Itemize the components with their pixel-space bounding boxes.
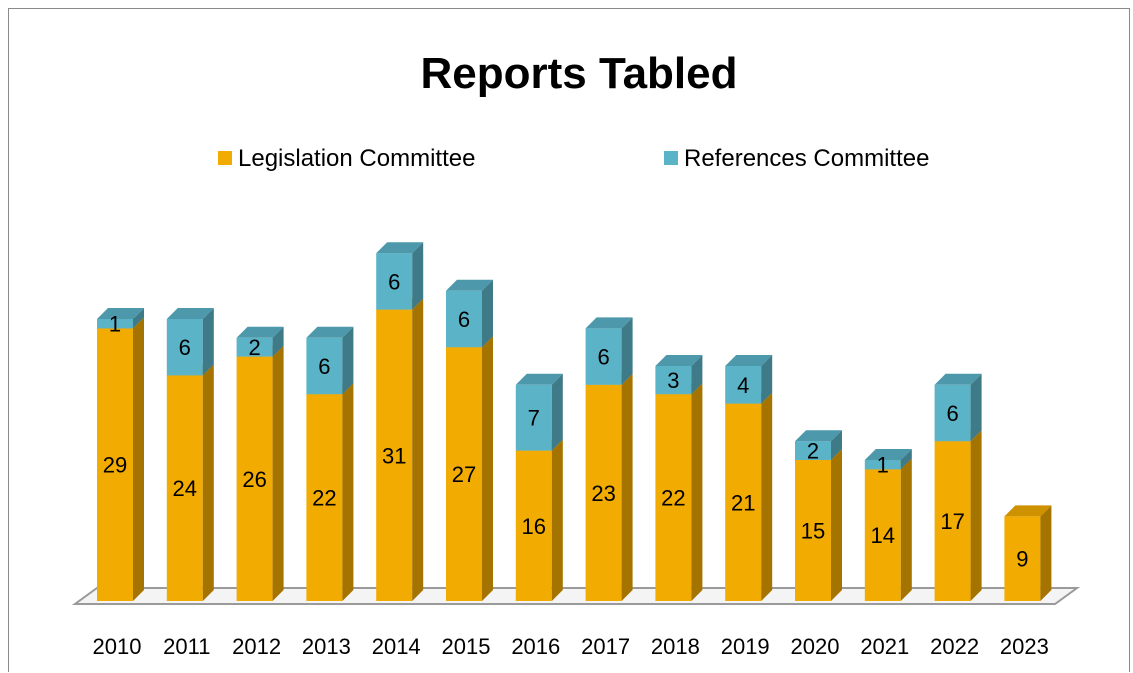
x-tick-label-2012: 2012 <box>232 634 281 659</box>
bar-references-2010 <box>97 308 144 329</box>
bar-references-2018 <box>655 355 703 395</box>
bar-references-2015 <box>446 279 493 348</box>
x-tick-label-2015: 2015 <box>442 634 491 659</box>
data-label-references-2015: 6 <box>458 307 470 332</box>
data-label-references-2020: 2 <box>807 439 819 464</box>
legend-label-references: References Committee <box>684 145 929 172</box>
bar-legislation-2023 <box>1004 505 1052 601</box>
data-label-references-2014: 6 <box>388 269 400 294</box>
data-label-references-2010: 1 <box>109 312 121 337</box>
data-label-legislation-2018: 22 <box>661 486 685 511</box>
bar-legislation-2014 <box>376 298 424 601</box>
bar-legislation-2017 <box>585 373 633 601</box>
data-label-legislation-2014: 31 <box>382 443 406 468</box>
x-tick-label-2017: 2017 <box>581 634 630 659</box>
bar-references-2014 <box>376 242 424 310</box>
x-tick-label-2018: 2018 <box>651 634 700 659</box>
data-label-references-2016: 7 <box>528 406 540 431</box>
data-label-legislation-2011: 24 <box>173 476 197 501</box>
data-label-references-2018: 3 <box>667 368 679 393</box>
bar-legislation-2019 <box>725 392 773 601</box>
bar-references-2022 <box>934 373 982 442</box>
bar-references-2021 <box>864 449 912 470</box>
bar-legislation-2010 <box>97 317 144 601</box>
bar-references-2020 <box>795 430 842 460</box>
x-tick-label-2021: 2021 <box>860 634 909 659</box>
data-label-legislation-2021: 14 <box>871 523 895 548</box>
x-tick-label-2016: 2016 <box>511 634 560 659</box>
bar-legislation-2020 <box>795 449 842 601</box>
chart-title: Reports Tabled <box>420 49 737 98</box>
data-label-legislation-2010: 29 <box>103 453 127 478</box>
data-label-legislation-2019: 21 <box>731 490 755 515</box>
data-label-legislation-2017: 23 <box>591 481 615 506</box>
x-tick-label-2022: 2022 <box>930 634 979 659</box>
x-tick-label-2020: 2020 <box>791 634 840 659</box>
x-tick-label-2014: 2014 <box>372 634 421 659</box>
legend-swatch-references <box>664 151 678 165</box>
data-label-legislation-2012: 26 <box>242 467 266 492</box>
bar-legislation-2015 <box>446 336 493 601</box>
legend-label-legislation: Legislation Committee <box>238 145 475 172</box>
x-tick-label-2019: 2019 <box>721 634 770 659</box>
bar-references-2016 <box>515 373 563 451</box>
data-label-references-2011: 6 <box>179 335 191 360</box>
x-tick-label-2013: 2013 <box>302 634 351 659</box>
chart-frame <box>8 8 1130 672</box>
data-label-references-2017: 6 <box>597 345 609 370</box>
data-label-references-2013: 6 <box>318 354 330 379</box>
bar-references-2019 <box>725 355 773 404</box>
legend-swatch-legislation <box>218 151 232 165</box>
x-tick-label-2010: 2010 <box>93 634 142 659</box>
bar-references-2017 <box>585 317 633 385</box>
data-label-references-2021: 1 <box>877 453 889 478</box>
x-tick-label-2023: 2023 <box>1000 634 1049 659</box>
data-label-legislation-2023: 9 <box>1016 547 1028 572</box>
bar-references-2012 <box>236 326 284 357</box>
bar-references-2011 <box>166 308 214 376</box>
data-label-references-2019: 4 <box>737 373 749 398</box>
bar-references-2013 <box>306 326 354 395</box>
data-label-references-2022: 6 <box>946 401 958 426</box>
x-tick-label-2011: 2011 <box>163 634 210 659</box>
data-label-legislation-2013: 22 <box>312 486 336 511</box>
data-label-references-2012: 2 <box>248 335 260 360</box>
data-label-legislation-2020: 15 <box>801 519 825 544</box>
x-axis-ticks: 2010 2011 2012 2013 2014 2015 2016 2017 2018 2019… <box>93 634 1049 659</box>
data-label-legislation-2016: 16 <box>522 514 546 539</box>
legend: Legislation Committee References Committ… <box>218 145 929 172</box>
data-label-legislation-2022: 17 <box>940 509 964 534</box>
bar-legislation-2011 <box>166 364 214 601</box>
data-label-legislation-2015: 27 <box>452 462 476 487</box>
chart-floor <box>71 587 1081 605</box>
